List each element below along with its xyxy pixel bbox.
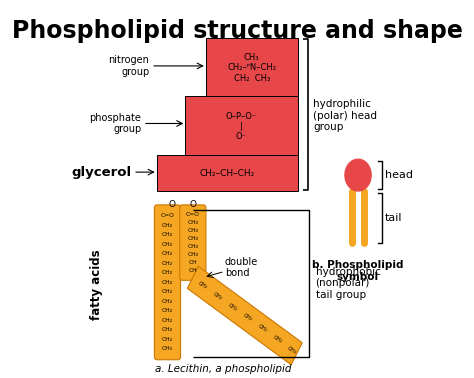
Text: CH₂: CH₂ (242, 313, 253, 322)
Text: C=O: C=O (161, 213, 174, 218)
Text: CH₂: CH₂ (187, 220, 199, 225)
Text: b. Phospholipid
symbol: b. Phospholipid symbol (312, 260, 404, 282)
Text: CH₂: CH₂ (162, 337, 173, 342)
Text: CH₃: CH₃ (162, 346, 173, 351)
Text: CH₂: CH₂ (162, 261, 173, 266)
Text: glycerol: glycerol (72, 166, 131, 179)
Text: CH₂: CH₂ (162, 223, 173, 228)
Text: CH₂: CH₂ (198, 280, 209, 290)
Text: CH₂: CH₂ (162, 242, 173, 247)
Text: double
bond: double bond (225, 257, 258, 278)
Text: O–P–O⁻
|
O⁻: O–P–O⁻ | O⁻ (226, 112, 257, 141)
Text: CH₂: CH₂ (162, 251, 173, 256)
Text: CH₂: CH₂ (162, 270, 173, 275)
Text: CH₂: CH₂ (162, 318, 173, 323)
FancyBboxPatch shape (180, 205, 206, 280)
Text: CH₂: CH₂ (162, 299, 173, 304)
Text: nitrogen
group: nitrogen group (109, 55, 149, 77)
Text: CH₂: CH₂ (162, 327, 173, 332)
Circle shape (345, 159, 371, 191)
Text: CH₂: CH₂ (187, 236, 199, 241)
Text: O: O (169, 200, 176, 209)
Text: CH₂: CH₂ (162, 289, 173, 294)
Text: CH₂: CH₂ (212, 291, 224, 301)
Text: O: O (189, 200, 196, 209)
Text: CH₃
CH₂–ᴾN–CH₂
CH₂  CH₃: CH₃ CH₂–ᴾN–CH₂ CH₂ CH₃ (227, 53, 276, 83)
Text: CH₂: CH₂ (272, 335, 283, 344)
Text: CH₂: CH₂ (162, 308, 173, 313)
Text: CH₃: CH₃ (287, 346, 298, 355)
Text: C=O: C=O (186, 212, 200, 217)
Text: CH₂–CH–CH₂: CH₂–CH–CH₂ (200, 169, 255, 178)
Text: a. Lecithin, a phospholipid: a. Lecithin, a phospholipid (155, 364, 292, 374)
FancyBboxPatch shape (206, 38, 298, 98)
FancyBboxPatch shape (155, 205, 181, 360)
Text: hydrophilic
(polar) head
group: hydrophilic (polar) head group (313, 99, 377, 132)
Text: hydrophobic
(nonpolar)
tail group: hydrophobic (nonpolar) tail group (316, 267, 381, 300)
Text: tail: tail (385, 213, 402, 223)
Text: Phospholipid structure and shape: Phospholipid structure and shape (11, 19, 463, 43)
Text: CH₂: CH₂ (187, 244, 199, 249)
Text: CH₂: CH₂ (187, 252, 199, 257)
FancyBboxPatch shape (185, 96, 298, 157)
Text: CH₂: CH₂ (228, 302, 238, 311)
Text: fatty acids: fatty acids (90, 249, 103, 320)
Text: CH: CH (189, 260, 197, 265)
FancyBboxPatch shape (157, 155, 298, 191)
Text: head: head (385, 170, 413, 180)
Text: CH: CH (189, 268, 197, 273)
Polygon shape (187, 266, 302, 365)
Text: CH₂: CH₂ (162, 280, 173, 285)
Text: phosphate
group: phosphate group (90, 113, 141, 134)
Text: CH₂: CH₂ (187, 228, 199, 233)
Text: CH₂: CH₂ (257, 324, 268, 333)
Text: CH₂: CH₂ (162, 232, 173, 237)
